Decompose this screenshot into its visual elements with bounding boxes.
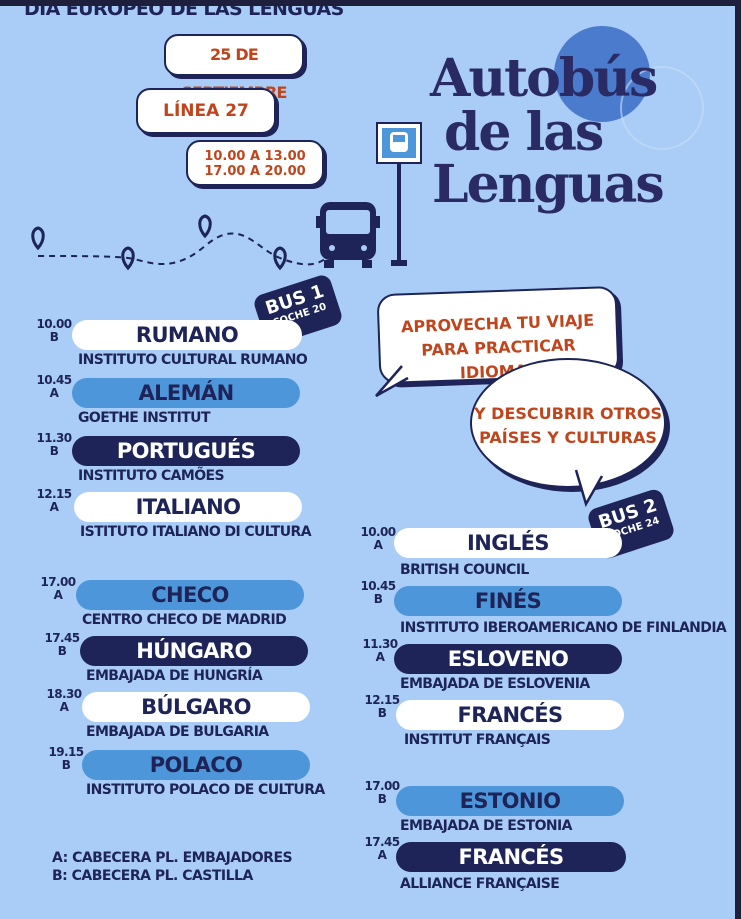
stop-time: 12.15 A bbox=[36, 487, 73, 514]
institute-name: BRITISH COUNCIL bbox=[400, 562, 529, 578]
hours-morning: 10.00 A 13.00 bbox=[204, 149, 306, 164]
stop-time: 17.00 B bbox=[364, 779, 401, 806]
stop-time: 17.00 A bbox=[40, 575, 77, 602]
hours-afternoon: 17.00 A 20.00 bbox=[204, 164, 306, 179]
language-pill: PORTUGUÉS bbox=[72, 436, 300, 466]
title-line-1: Autobús bbox=[430, 48, 658, 109]
institute-name: INSTITUTO CULTURAL RUMANO bbox=[78, 352, 308, 368]
stop-time: 11.30 B bbox=[36, 431, 73, 458]
stop-time: 17.45 A bbox=[364, 835, 401, 862]
institute-name: EMBAJADA DE ESTONIA bbox=[400, 818, 573, 834]
institute-name: GOETHE INSTITUT bbox=[78, 410, 211, 426]
map-pin-icon bbox=[121, 246, 135, 271]
language-pill: FRANCÉS bbox=[396, 842, 626, 872]
language-pill: ITALIANO bbox=[74, 492, 302, 522]
stop-time: 18.30 A bbox=[46, 687, 83, 714]
language-pill: HÚNGARO bbox=[80, 636, 308, 666]
language-pill: ESLOVENO bbox=[394, 644, 622, 674]
speech-bubble-discover: Y DESCUBRIR OTROS PAÍSES Y CULTURAS bbox=[470, 358, 666, 488]
institute-name: INSTITUTO CAMÕES bbox=[78, 468, 225, 484]
language-pill: RUMANO bbox=[72, 320, 302, 350]
institute-name: CENTRO CHECO DE MADRID bbox=[82, 612, 287, 628]
date-bubble: 25 DE SEPTIEMBRE bbox=[164, 34, 304, 102]
language-pill: FRANCÉS bbox=[396, 700, 624, 730]
title-line-2: de las bbox=[444, 102, 604, 163]
line-bubble: LÍNEA 27 bbox=[136, 88, 276, 134]
institute-name: INSTITUT FRANÇAIS bbox=[404, 732, 551, 748]
map-pin-icon bbox=[273, 246, 287, 271]
institute-name: ALLIANCE FRANÇAISE bbox=[400, 876, 560, 892]
speech-line-4: PAÍSES Y CULTURAS bbox=[479, 428, 657, 447]
route-illustration bbox=[31, 202, 380, 271]
institute-name: INSTITUTO IBEROAMERICANO DE FINLANDIA bbox=[400, 620, 727, 636]
language-pill: BÚLGARO bbox=[82, 692, 310, 722]
institute-name: EMBAJADA DE BULGARIA bbox=[86, 724, 269, 740]
map-pin-icon bbox=[198, 214, 212, 239]
stop-time: 10.00 B bbox=[36, 317, 73, 344]
title-line-3: Lenguas bbox=[432, 154, 665, 215]
stop-time: 10.00 A bbox=[360, 525, 397, 552]
language-pill: ESTONIO bbox=[396, 786, 624, 816]
stop-time: 19.15 B bbox=[48, 745, 85, 772]
language-pill: FINÉS bbox=[394, 586, 622, 616]
hours-bubble: 10.00 A 13.00 17.00 A 20.00 bbox=[186, 140, 324, 186]
legend-a: A: CABECERA PL. EMBAJADORES bbox=[52, 850, 293, 866]
institute-name: EMBAJADA DE ESLOVENIA bbox=[400, 676, 590, 692]
stop-time: 12.15 B bbox=[364, 693, 401, 720]
legend-b: B: CABECERA PL. CASTILLA bbox=[52, 868, 253, 884]
language-pill: ALEMÁN bbox=[72, 378, 300, 408]
language-pill: POLACO bbox=[82, 750, 310, 780]
speech-tail bbox=[574, 469, 604, 508]
decorative-ring bbox=[620, 66, 704, 150]
line-text: LÍNEA 27 bbox=[163, 101, 249, 121]
stop-time: 10.45 B bbox=[360, 579, 397, 606]
language-pill: CHECO bbox=[76, 580, 304, 610]
stop-time: 10.45 A bbox=[36, 373, 73, 400]
stop-time: 17.45 B bbox=[44, 631, 81, 658]
stop-time: 11.30 A bbox=[362, 637, 399, 664]
map-pin-icon bbox=[31, 226, 45, 251]
speech-line-3: Y DESCUBRIR OTROS bbox=[474, 404, 662, 423]
event-title: DIA EUROPEO DE LAS LENGUAS bbox=[24, 6, 344, 20]
bus-icon bbox=[316, 202, 380, 268]
institute-name: EMBAJADA DE HUNGRÍA bbox=[86, 668, 263, 684]
speech-tail bbox=[375, 365, 409, 398]
poster: DIA EUROPEO DE LAS LENGUAS 25 DE SEPTIEM… bbox=[0, 6, 735, 919]
language-pill: INGLÉS bbox=[394, 528, 622, 558]
institute-name: ISTITUTO ITALIANO DI CULTURA bbox=[80, 524, 312, 540]
institute-name: INSTITUTO POLACO DE CULTURA bbox=[86, 782, 325, 798]
stop-legend: A: CABECERA PL. EMBAJADORES B: CABECERA … bbox=[52, 849, 293, 885]
bus-stop-sign-icon bbox=[376, 122, 422, 266]
